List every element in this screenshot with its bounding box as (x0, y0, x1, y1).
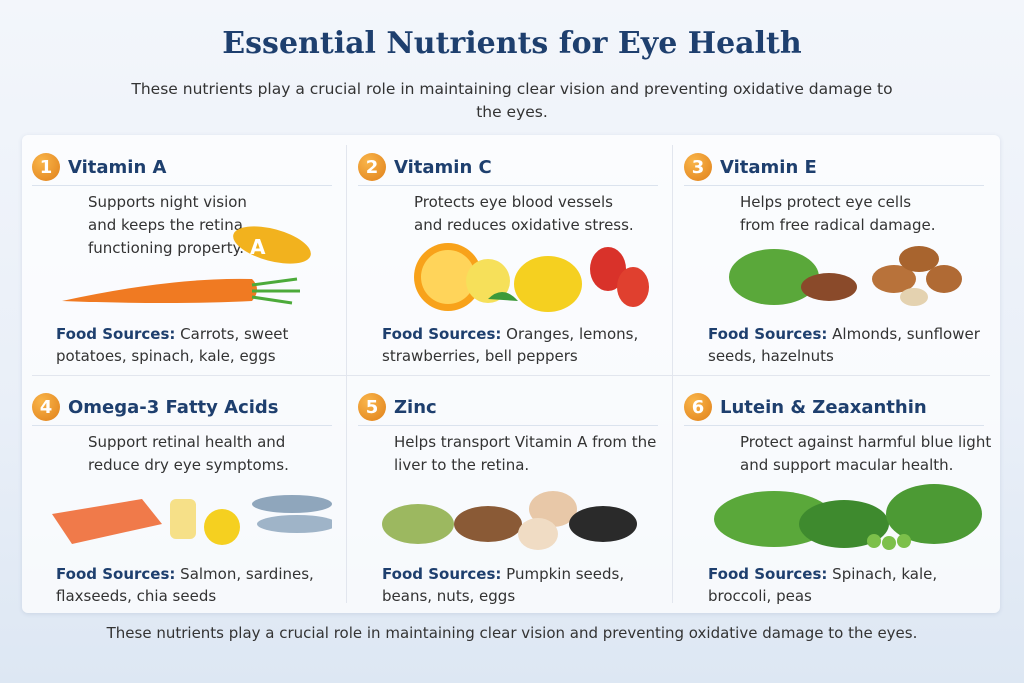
number-badge: 3 (684, 153, 712, 181)
nutrient-card-lutein-zeaxanthin: 6 Lutein & Zeaxanthin Protect against har… (674, 379, 996, 615)
food-sources: Food Sources: Spinach, kale, broccoli, p… (708, 565, 938, 605)
nutrient-name: Lutein & Zeaxanthin (720, 396, 927, 418)
nutrient-description: Supports night vision and keeps the reti… (88, 193, 247, 257)
carrot-capsule-image: A (62, 226, 311, 305)
nutrient-card-omega-3: 4 Omega-3 Fatty Acids Support retinal hea… (22, 379, 344, 615)
number-badge: 2 (358, 153, 386, 181)
fish-oil-image (52, 495, 332, 545)
number-badge: 5 (358, 393, 386, 421)
nutrient-description: Protects eye blood vessels and reduces o… (414, 193, 634, 234)
nutrient-card-vitamin-c: 2 Vitamin C Protects eye blood vessels an… (348, 139, 670, 375)
divider (32, 375, 990, 376)
nutrient-name: Omega-3 Fatty Acids (68, 396, 279, 418)
divider (346, 145, 347, 603)
nutrients-panel: 1 Vitamin A Supports night vision and kee… (22, 135, 1000, 613)
page-title: Essential Nutrients for Eye Health (222, 26, 802, 61)
capsule-letter: A (250, 235, 266, 259)
food-sources: Food Sources: Salmon, sardines, flaxseed… (56, 565, 314, 605)
nutrient-description: Helps protect eye cells from free radica… (740, 193, 936, 234)
food-sources: Food Sources: Almonds, sunflower seeds, … (708, 325, 980, 365)
nutrient-description: Protect against harmful blue light and s… (740, 433, 992, 474)
food-sources: Food Sources: Oranges, lemons, strawberr… (382, 325, 639, 365)
nutrient-description: Support retinal health and reduce dry ey… (88, 433, 289, 474)
footer-note: These nutrients play a crucial role in m… (106, 624, 918, 642)
leafy-greens-image (714, 484, 982, 550)
number-badge: 4 (32, 393, 60, 421)
nutrient-card-zinc: 5 Zinc Helps transport Vitamin A from the… (348, 379, 670, 615)
nutrient-name: Vitamin C (394, 156, 492, 178)
food-sources: Food Sources: Carrots, sweet potatoes, s… (56, 325, 289, 365)
citrus-strawberry-image (414, 243, 649, 312)
subtitle: These nutrients play a crucial role in m… (131, 80, 893, 121)
food-sources: Food Sources: Pumpkin seeds, beans, nuts… (382, 565, 625, 605)
divider (672, 145, 673, 603)
number-badge: 1 (32, 153, 60, 181)
nutrient-name: Vitamin A (68, 156, 167, 178)
greens-nuts-image (729, 246, 962, 306)
nutrient-card-vitamin-e: 3 Vitamin E Helps protect eye cells from … (674, 139, 996, 375)
seeds-beans-eggs-image (382, 491, 637, 550)
nutrient-description: Helps transport Vitamin A from the liver… (394, 433, 657, 474)
nutrient-card-vitamin-a: 1 Vitamin A Supports night vision and kee… (22, 139, 344, 375)
nutrient-name: Vitamin E (720, 156, 817, 178)
number-badge: 6 (684, 393, 712, 421)
nutrient-name: Zinc (394, 396, 437, 418)
